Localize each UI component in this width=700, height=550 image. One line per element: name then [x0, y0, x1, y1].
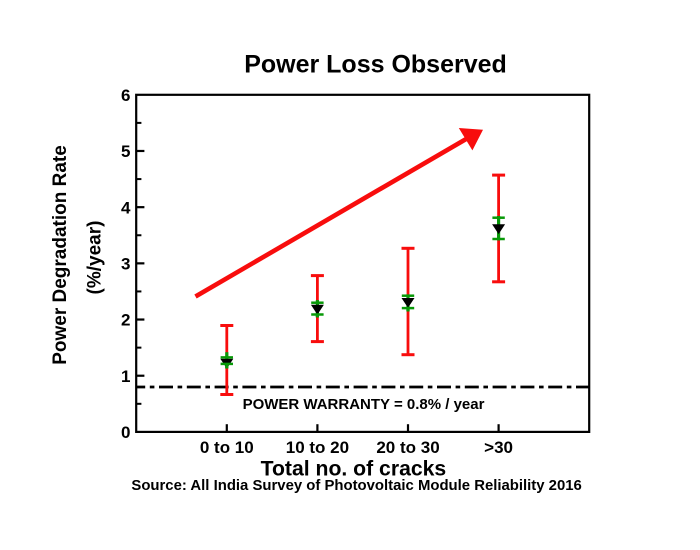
svg-text:10 to 20: 10 to 20: [286, 438, 349, 457]
svg-text:20 to 30: 20 to 30: [376, 438, 439, 457]
svg-text:2: 2: [121, 311, 130, 330]
svg-text:3: 3: [121, 255, 130, 274]
svg-text:Source: All India Survey of Ph: Source: All India Survey of Photovoltaic…: [131, 478, 581, 494]
svg-text:POWER WARRANTY = 0.8% / year: POWER WARRANTY = 0.8% / year: [243, 396, 485, 413]
svg-text:>30: >30: [484, 438, 513, 457]
svg-text:0 to 10: 0 to 10: [200, 438, 254, 457]
svg-text:5: 5: [121, 142, 130, 161]
svg-text:(%/year): (%/year): [84, 221, 105, 295]
svg-text:4: 4: [121, 198, 131, 217]
svg-text:Power Degradation Rate: Power Degradation Rate: [50, 145, 71, 365]
svg-text:Total no. of cracks: Total no. of cracks: [261, 458, 447, 481]
svg-text:Power Loss Observed: Power Loss Observed: [244, 51, 507, 79]
svg-text:6: 6: [121, 86, 130, 105]
svg-text:0: 0: [121, 423, 130, 442]
svg-text:1: 1: [121, 367, 130, 386]
